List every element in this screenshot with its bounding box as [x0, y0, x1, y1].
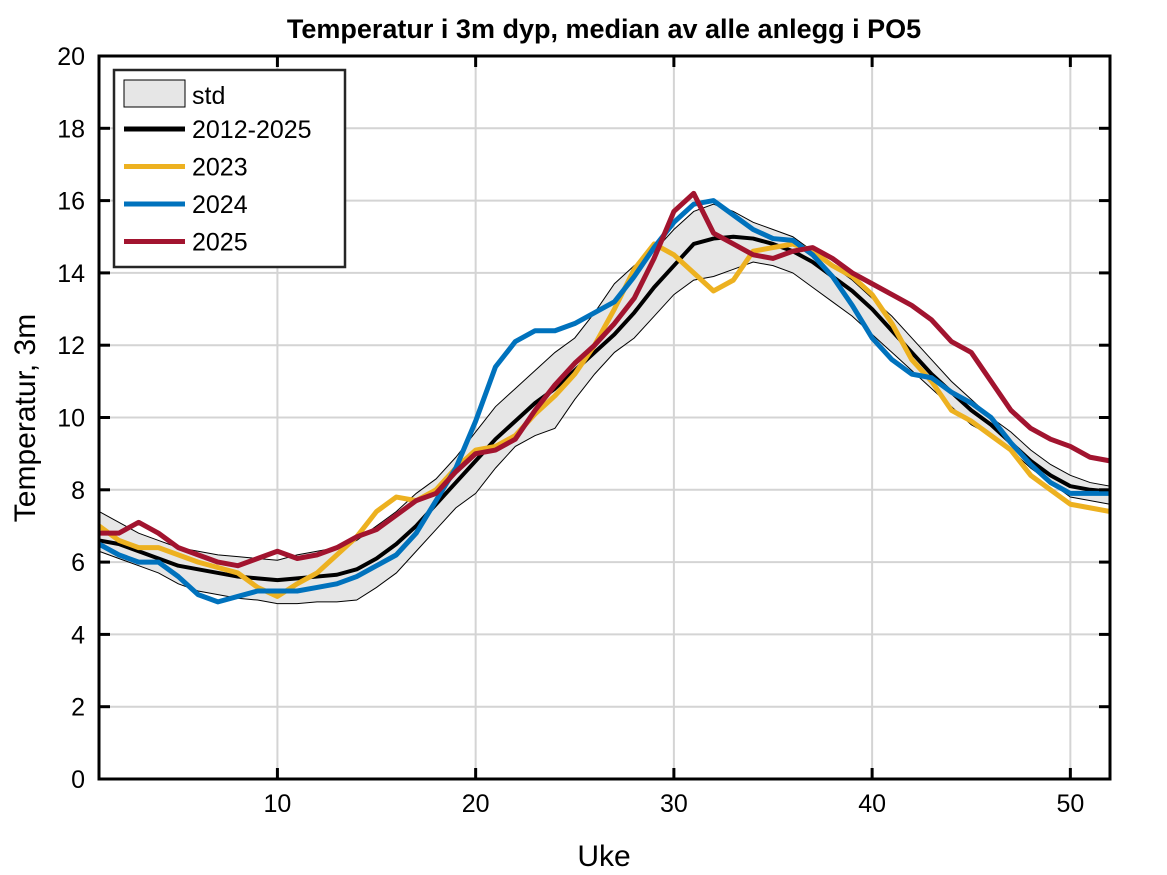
series-line-2024 — [97, 198, 1110, 605]
legend-label-std: std — [192, 82, 225, 110]
y-tick-label: 0 — [71, 766, 85, 794]
y-tick-label: 8 — [71, 477, 85, 505]
series-line-2023 — [97, 241, 1111, 599]
y-tick-label: 10 — [57, 405, 85, 433]
plot-frame — [97, 54, 1112, 781]
legend-swatch-std — [123, 79, 186, 108]
y-axis-label: Temperatur, 3m — [9, 314, 42, 522]
series-lines — [97, 190, 1111, 605]
y-tick-label: 20 — [57, 43, 85, 71]
legend-label-2024: 2024 — [192, 191, 248, 219]
x-tick-label: 30 — [660, 790, 688, 818]
legend: std 2012-2025 2023 2024 2025 — [112, 68, 347, 269]
y-tick-label: 12 — [57, 332, 85, 360]
y-tick-label: 14 — [57, 260, 85, 288]
x-tick-label: 50 — [1056, 790, 1084, 818]
legend-label-2012-2025: 2012-2025 — [192, 116, 312, 144]
y-tick-label: 18 — [57, 115, 85, 143]
x-tick-label: 20 — [462, 790, 490, 818]
x-tick-label: 40 — [858, 790, 886, 818]
axes: 10 20 30 40 50 0 2 4 6 8 10 12 14 16 18 20 — [57, 43, 1112, 818]
chart-title: Temperatur i 3m dyp, median av alle anle… — [287, 14, 921, 44]
legend-label-2025: 2025 — [192, 229, 248, 257]
y-tick-label: 4 — [71, 621, 85, 649]
y-tick-label: 2 — [71, 694, 85, 722]
y-tick-label: 6 — [71, 549, 85, 577]
x-tick-label: 10 — [264, 790, 292, 818]
x-axis-label: Uke — [577, 840, 630, 873]
series-line-2025 — [99, 190, 1111, 569]
legend-label-2023: 2023 — [192, 154, 248, 182]
y-tick-label: 16 — [57, 188, 85, 216]
